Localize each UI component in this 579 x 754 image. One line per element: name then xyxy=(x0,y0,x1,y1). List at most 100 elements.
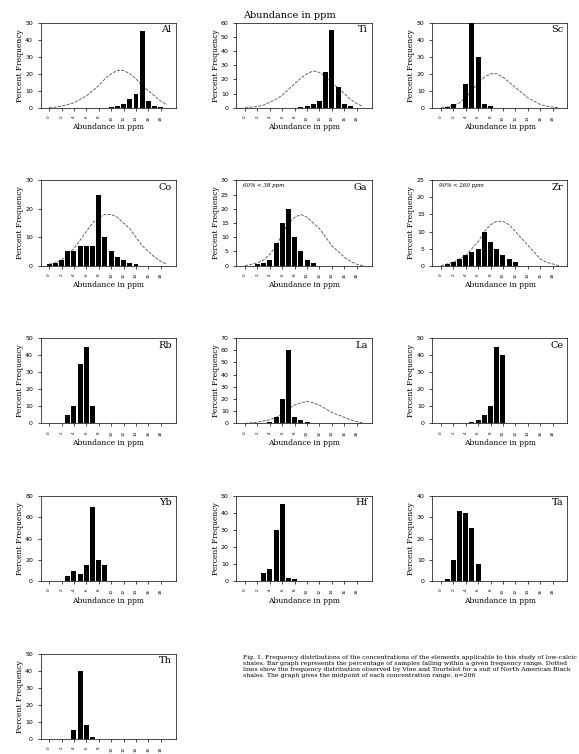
Bar xyxy=(323,72,328,108)
X-axis label: Abundance in ppm: Abundance in ppm xyxy=(464,281,536,290)
Bar xyxy=(102,238,108,265)
Bar xyxy=(47,264,52,265)
Bar xyxy=(115,257,120,265)
Text: Ce: Ce xyxy=(550,341,563,350)
Text: Ga: Ga xyxy=(354,183,368,192)
Bar xyxy=(494,347,499,424)
Y-axis label: Percent Frequency: Percent Frequency xyxy=(16,502,24,575)
Bar xyxy=(476,249,481,265)
Bar xyxy=(445,264,450,265)
Y-axis label: Percent Frequency: Percent Frequency xyxy=(408,187,415,259)
Bar xyxy=(457,510,462,581)
X-axis label: Abundance in ppm: Abundance in ppm xyxy=(268,124,340,131)
Bar xyxy=(71,571,76,581)
Bar xyxy=(96,559,101,581)
X-axis label: Abundance in ppm: Abundance in ppm xyxy=(72,281,144,290)
Bar xyxy=(292,580,297,581)
Bar xyxy=(476,420,481,424)
Bar xyxy=(500,256,505,265)
Bar xyxy=(109,107,113,108)
Bar xyxy=(65,576,70,581)
Text: Abundance in ppm: Abundance in ppm xyxy=(243,11,336,20)
Bar xyxy=(109,251,113,265)
Bar xyxy=(90,507,95,581)
Bar xyxy=(146,101,151,108)
Bar xyxy=(127,100,132,108)
Text: Th: Th xyxy=(159,656,171,665)
X-axis label: Abundance in ppm: Abundance in ppm xyxy=(268,439,340,447)
Bar xyxy=(305,106,310,108)
Text: Ta: Ta xyxy=(552,498,563,507)
Bar xyxy=(158,107,163,108)
Y-axis label: Percent Frequency: Percent Frequency xyxy=(211,29,219,102)
Bar xyxy=(470,528,474,581)
Bar xyxy=(470,23,474,108)
Text: Fig. 1. Frequency distributions of the concentrations of the elements applicable: Fig. 1. Frequency distributions of the c… xyxy=(243,655,577,678)
Text: 60% < 38 ppm: 60% < 38 ppm xyxy=(243,183,284,188)
Bar xyxy=(286,351,291,424)
Bar xyxy=(53,263,58,265)
Bar xyxy=(71,406,76,424)
Y-axis label: Percent Frequency: Percent Frequency xyxy=(16,660,24,733)
Bar xyxy=(482,231,487,265)
Bar xyxy=(280,399,285,424)
Bar xyxy=(470,421,474,424)
Y-axis label: Percent Frequency: Percent Frequency xyxy=(408,345,415,417)
Text: Sc: Sc xyxy=(551,25,563,34)
Text: Rb: Rb xyxy=(158,341,171,350)
Bar xyxy=(59,260,64,265)
Bar xyxy=(470,252,474,265)
Bar xyxy=(488,106,493,108)
Bar xyxy=(500,355,505,424)
Bar xyxy=(90,737,95,739)
Bar xyxy=(445,579,450,581)
Bar xyxy=(311,263,316,265)
Bar xyxy=(71,731,76,739)
Text: 90% < 260 ppm: 90% < 260 ppm xyxy=(439,183,484,188)
Bar xyxy=(336,87,340,108)
X-axis label: Abundance in ppm: Abundance in ppm xyxy=(464,439,536,447)
Bar xyxy=(261,572,266,581)
Bar xyxy=(305,260,310,265)
Bar xyxy=(463,422,468,424)
Bar xyxy=(90,246,95,265)
Bar xyxy=(476,57,481,108)
Bar xyxy=(507,259,512,265)
Bar xyxy=(65,251,70,265)
Bar xyxy=(311,103,316,108)
Bar xyxy=(121,260,126,265)
Bar xyxy=(494,249,499,265)
Bar xyxy=(267,569,272,581)
Bar xyxy=(152,106,157,108)
Text: Zr: Zr xyxy=(552,183,563,192)
Bar xyxy=(78,246,83,265)
Bar xyxy=(84,566,89,581)
Bar xyxy=(292,238,297,265)
Bar xyxy=(457,259,462,265)
Bar xyxy=(286,209,291,265)
Y-axis label: Percent Frequency: Percent Frequency xyxy=(211,187,219,259)
Bar xyxy=(274,417,278,424)
Bar xyxy=(134,264,138,265)
Text: Yb: Yb xyxy=(159,498,171,507)
Y-axis label: Percent Frequency: Percent Frequency xyxy=(16,345,24,417)
Y-axis label: Percent Frequency: Percent Frequency xyxy=(16,29,24,102)
Bar xyxy=(342,103,347,108)
Text: Hf: Hf xyxy=(356,498,368,507)
Bar xyxy=(267,260,272,265)
Bar xyxy=(121,105,126,108)
Bar xyxy=(280,504,285,581)
Bar xyxy=(261,263,266,265)
Bar xyxy=(348,106,353,108)
Bar xyxy=(90,406,95,424)
Bar xyxy=(513,262,518,265)
Bar xyxy=(255,264,260,265)
Bar xyxy=(463,256,468,265)
Bar xyxy=(134,94,138,108)
Bar xyxy=(305,422,310,424)
Y-axis label: Percent Frequency: Percent Frequency xyxy=(16,187,24,259)
Bar xyxy=(267,422,272,424)
Bar xyxy=(140,31,145,108)
Bar xyxy=(298,420,303,424)
Text: La: La xyxy=(355,341,368,350)
